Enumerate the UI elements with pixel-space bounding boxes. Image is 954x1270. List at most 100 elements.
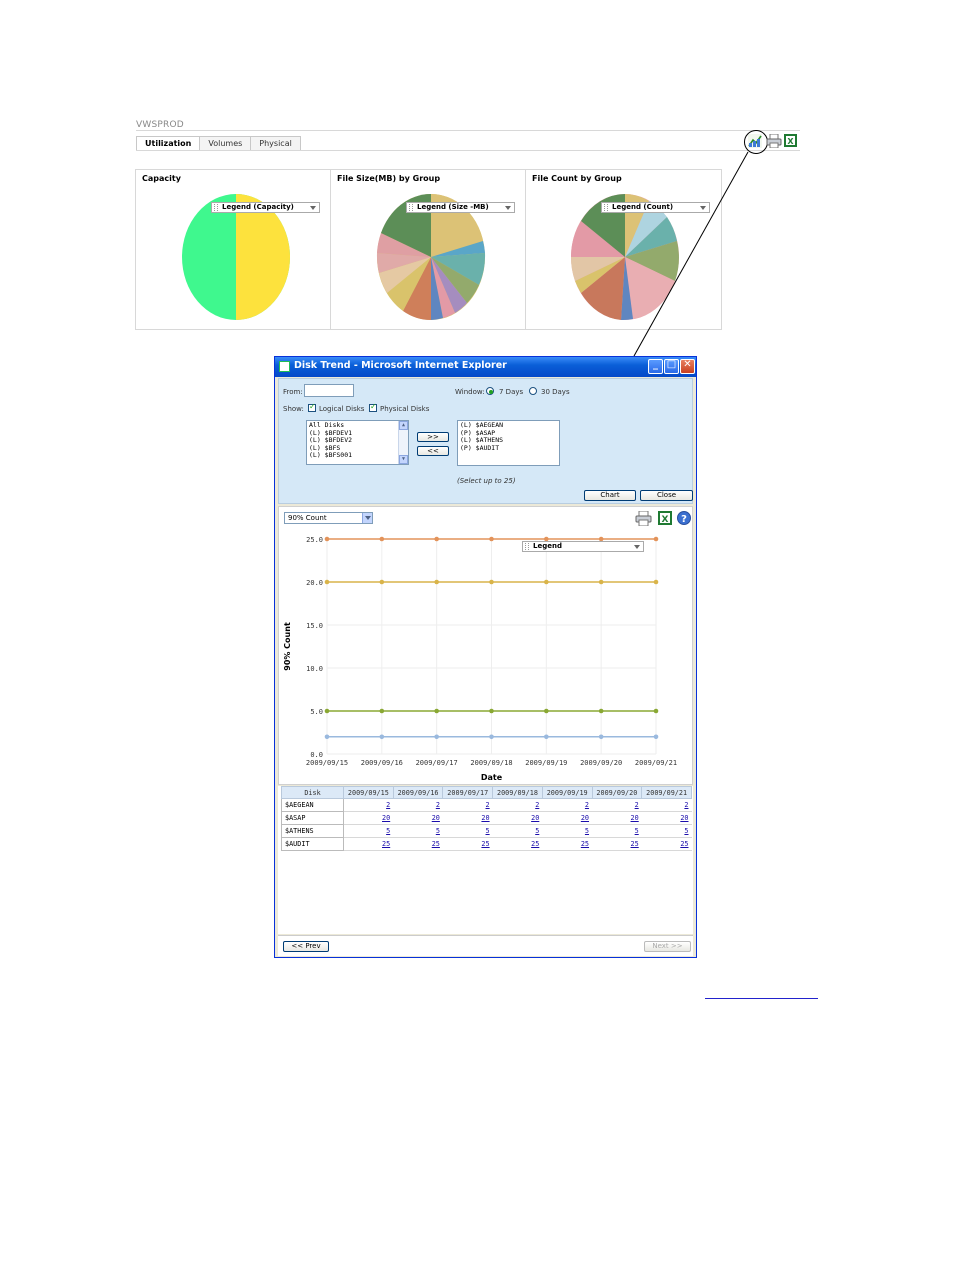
- data-point[interactable]: [489, 734, 494, 740]
- value-link[interactable]: 25: [531, 840, 540, 848]
- list-item[interactable]: (L) $BFDEV2: [309, 436, 353, 444]
- data-point[interactable]: [653, 734, 659, 740]
- data-point[interactable]: [434, 708, 439, 714]
- title-bar[interactable]: Disk Trend - Microsoft Internet Explorer…: [275, 357, 696, 377]
- value-link[interactable]: 25: [580, 840, 590, 848]
- value-link[interactable]: 20: [382, 814, 391, 822]
- value-link[interactable]: 20: [481, 814, 490, 822]
- remove-disk-button[interactable]: <<: [417, 446, 449, 456]
- data-point[interactable]: [324, 708, 330, 714]
- data-point[interactable]: [489, 579, 494, 585]
- legend-dropdown[interactable]: Legend (Capacity): [211, 202, 320, 213]
- data-point[interactable]: [379, 536, 385, 542]
- help-icon[interactable]: ?: [677, 511, 691, 525]
- data-point[interactable]: [379, 579, 385, 585]
- data-point[interactable]: [544, 734, 549, 740]
- value-link[interactable]: 20: [630, 814, 639, 822]
- data-point[interactable]: [324, 579, 330, 585]
- next-button[interactable]: Next >>: [644, 941, 691, 952]
- data-point[interactable]: [544, 536, 549, 542]
- data-point[interactable]: [489, 708, 494, 714]
- chevron-down-icon[interactable]: [362, 513, 372, 523]
- data-point[interactable]: [324, 734, 330, 740]
- data-point[interactable]: [434, 579, 439, 585]
- list-item[interactable]: (P) $ASAP: [460, 428, 496, 437]
- chart-legend-dropdown[interactable]: Legend: [522, 541, 644, 552]
- tab-utilization[interactable]: Utilization: [136, 136, 201, 150]
- value-link[interactable]: 2: [634, 801, 639, 809]
- hyperlink[interactable]: [705, 998, 818, 999]
- data-point[interactable]: [324, 536, 330, 542]
- list-item[interactable]: All Disks: [309, 421, 345, 429]
- value-link[interactable]: 25: [382, 840, 391, 848]
- window-7-days-radio[interactable]: [486, 387, 494, 395]
- data-point[interactable]: [598, 536, 604, 542]
- selected-disks-list[interactable]: (L) $AEGEAN (P) $ASAP (L) $ATHENS (P) $A…: [457, 420, 560, 466]
- list-item[interactable]: (L) $BFDEV1: [309, 428, 353, 437]
- value-link[interactable]: 5: [684, 827, 689, 835]
- data-point[interactable]: [598, 708, 604, 714]
- value-link[interactable]: 2: [584, 801, 590, 809]
- value-link[interactable]: 20: [431, 814, 440, 822]
- value-link[interactable]: 2: [435, 801, 440, 809]
- prev-button[interactable]: << Prev: [283, 941, 329, 952]
- add-disk-button[interactable]: >>: [417, 432, 449, 442]
- data-point[interactable]: [434, 734, 439, 740]
- data-point[interactable]: [653, 579, 659, 585]
- value-link[interactable]: 20: [580, 814, 590, 822]
- from-input[interactable]: [304, 384, 354, 397]
- legend-dropdown[interactable]: Legend (Count): [601, 202, 710, 213]
- close-button[interactable]: Close: [640, 490, 693, 501]
- physical-disks-checkbox[interactable]: [369, 402, 377, 412]
- excel-icon[interactable]: X: [658, 511, 672, 525]
- value-link[interactable]: 25: [680, 840, 689, 848]
- logical-disks-checkbox[interactable]: [308, 402, 316, 412]
- data-point[interactable]: [544, 708, 549, 714]
- value-link[interactable]: 5: [485, 827, 490, 835]
- metric-select[interactable]: 90% Count: [284, 512, 373, 524]
- available-disks-list[interactable]: All Disks (L) $BFDEV1 (L) $BFDEV2 (L) $B…: [306, 420, 409, 465]
- value-link[interactable]: 2: [535, 801, 540, 809]
- list-item[interactable]: (L) $ATHENS: [460, 436, 504, 444]
- value-link[interactable]: 25: [481, 840, 490, 848]
- list-item[interactable]: (L) $BFS: [309, 443, 341, 452]
- list-item[interactable]: (L) $BFS001: [309, 451, 353, 459]
- list-item[interactable]: (L) $AEGEAN: [460, 421, 504, 429]
- value-link[interactable]: 5: [535, 827, 540, 835]
- data-point[interactable]: [434, 536, 439, 542]
- scrollbar[interactable]: ▲ ▼: [398, 421, 408, 464]
- scroll-down-icon[interactable]: ▼: [399, 455, 408, 464]
- data-point[interactable]: [379, 734, 385, 740]
- value-link[interactable]: 5: [634, 827, 639, 835]
- data-point[interactable]: [653, 708, 659, 714]
- value-link[interactable]: 20: [531, 814, 540, 822]
- value-link[interactable]: 2: [684, 801, 689, 809]
- value-link[interactable]: 2: [386, 801, 391, 809]
- value-link[interactable]: 2: [485, 801, 490, 809]
- data-point[interactable]: [653, 536, 659, 542]
- value-link[interactable]: 5: [435, 827, 440, 835]
- data-point[interactable]: [544, 579, 549, 585]
- data-point[interactable]: [489, 536, 494, 542]
- close-window-button[interactable]: ✕: [680, 359, 695, 374]
- data-point[interactable]: [598, 579, 604, 585]
- legend-dropdown[interactable]: Legend (Size -MB): [406, 202, 515, 213]
- list-item[interactable]: (P) $AUDIT: [460, 443, 500, 452]
- value-link[interactable]: 25: [431, 840, 440, 848]
- print-icon[interactable]: [766, 134, 782, 148]
- tab-physical[interactable]: Physical: [250, 136, 301, 150]
- data-point[interactable]: [598, 734, 604, 740]
- tab-volumes[interactable]: Volumes: [199, 136, 252, 150]
- data-point[interactable]: [379, 708, 385, 714]
- minimize-button[interactable]: _: [648, 359, 663, 374]
- value-link[interactable]: 5: [584, 827, 590, 835]
- scroll-up-icon[interactable]: ▲: [399, 421, 408, 430]
- value-link[interactable]: 20: [680, 814, 689, 822]
- print-icon[interactable]: [635, 511, 652, 526]
- value-link[interactable]: 25: [630, 840, 639, 848]
- chart-button[interactable]: Chart: [584, 490, 636, 501]
- maximize-button[interactable]: □: [664, 359, 679, 374]
- excel-icon[interactable]: X: [784, 134, 797, 147]
- value-link[interactable]: 5: [386, 827, 391, 835]
- window-30-days-radio[interactable]: [529, 387, 537, 395]
